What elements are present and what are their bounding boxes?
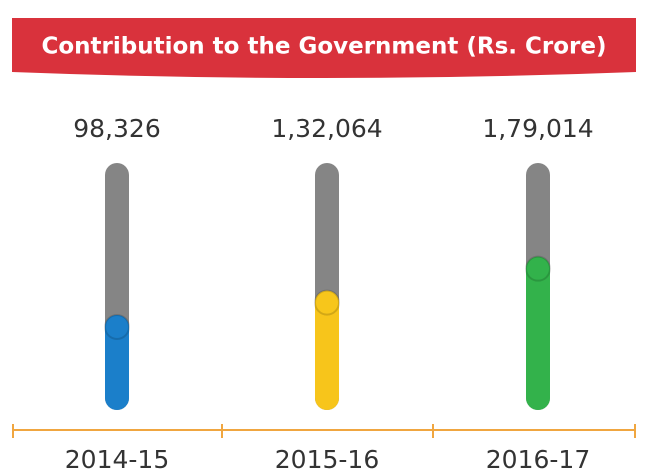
x-tick-label: 2014-15 [65,445,169,474]
bar-cap [314,289,340,316]
separators [12,424,636,438]
bar-cap [104,313,130,340]
title-banner [12,18,636,78]
value-label: 1,32,064 [271,114,382,143]
value-label: 1,79,014 [482,114,593,143]
x-tick-label: 2015-16 [275,445,379,474]
x-tick-label: 2016-17 [486,445,590,474]
chart-title: Contribution to the Government (Rs. Cror… [41,34,606,60]
bar-cap [525,255,551,282]
value-label: 98,326 [73,114,160,143]
